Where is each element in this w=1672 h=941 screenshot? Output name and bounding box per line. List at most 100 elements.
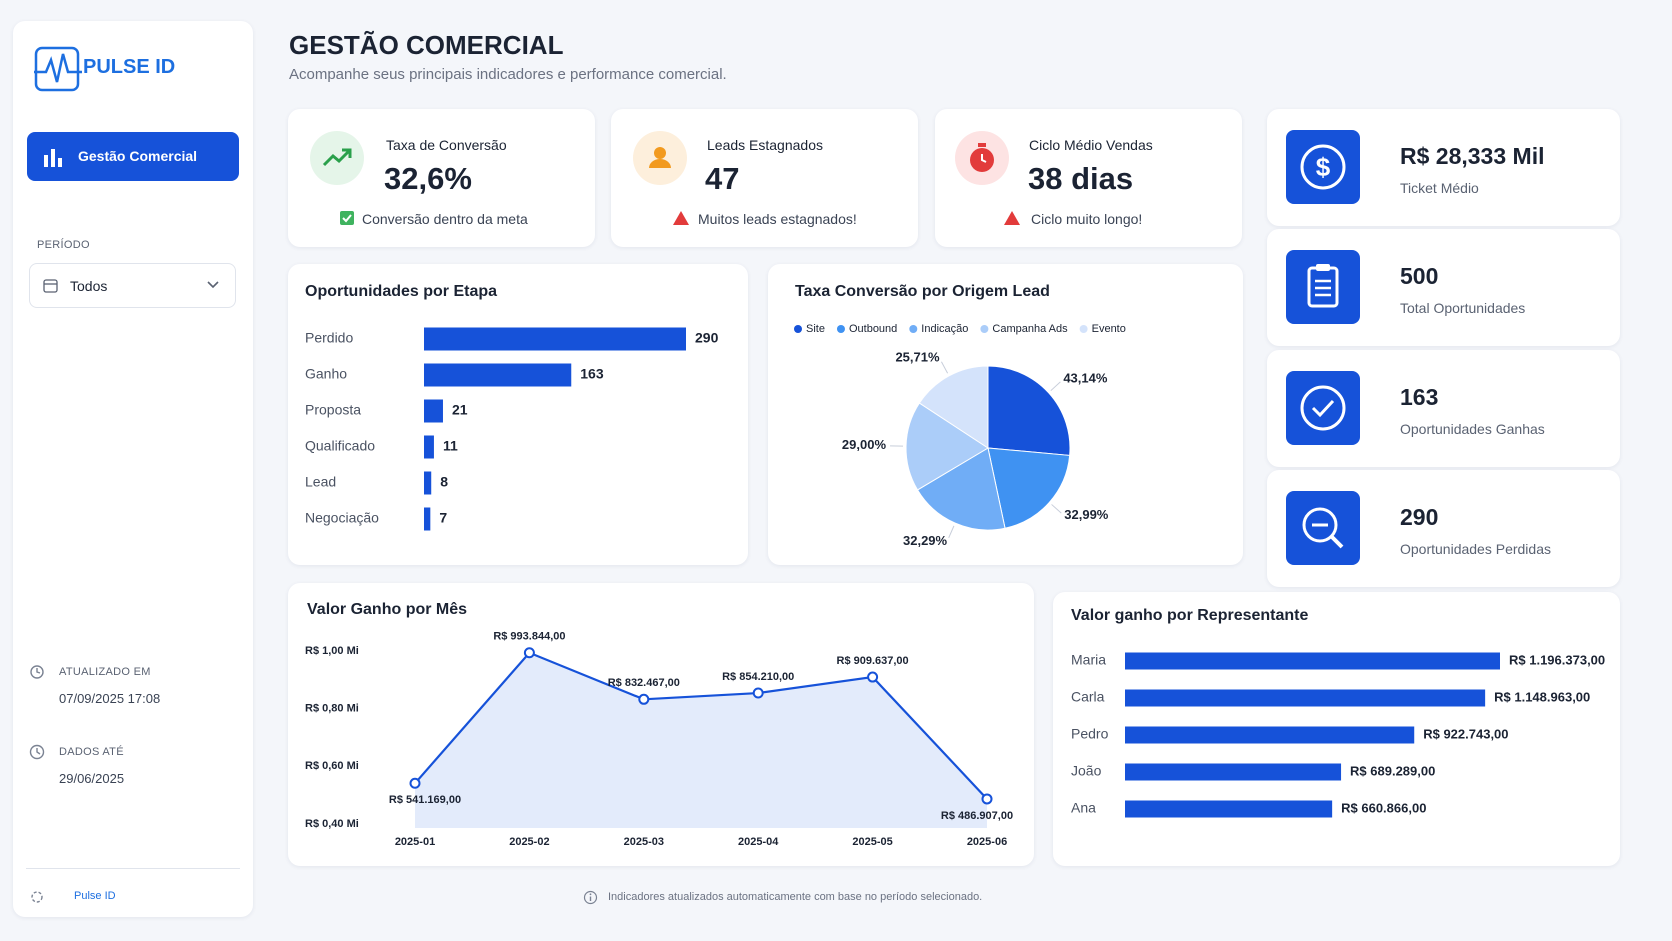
bar [424, 327, 686, 351]
pie-slice [916, 447, 1006, 531]
stat-value: 500 [1400, 263, 1439, 289]
kpi-card: Ciclo Médio Vendas 38 dias Ciclo muito l… [935, 109, 1242, 247]
slice-label: 32,29% [903, 533, 948, 548]
bar [1125, 652, 1500, 670]
nav-icon [44, 149, 62, 167]
category-label: Ganho [305, 366, 347, 382]
value-label: R$ 689.289,00 [1350, 763, 1435, 778]
kpi-label: Taxa de Conversão [386, 137, 507, 153]
bar [1125, 689, 1486, 707]
bar [424, 471, 432, 495]
page-title: GESTÃO COMERCIAL [289, 30, 564, 60]
value-label: 163 [580, 366, 604, 382]
y-tick-label: R$ 1,00 Mi [305, 645, 359, 657]
stat-value: 290 [1400, 504, 1439, 530]
category-label: Qualificado [305, 438, 375, 454]
chart-title: Valor ganho por Representante [1071, 607, 1308, 624]
updated-value: 07/09/2025 17:08 [59, 691, 161, 706]
bar [424, 363, 572, 387]
kpi-card: Taxa de Conversão 32,6% Conversão dentro… [288, 109, 595, 247]
kpi-value: 32,6% [384, 161, 472, 196]
y-tick-label: R$ 0,40 Mi [305, 818, 359, 830]
chart-card: Valor Ganho por Mês R$ 0,40 Mi R$ 0,60 Mi R… [288, 583, 1034, 866]
chevron [207, 281, 219, 289]
data-until-value: 29/06/2025 [59, 771, 125, 786]
divider [26, 868, 240, 869]
x-tick-label: 2025-06 [967, 836, 1007, 848]
legend-label: Site [806, 323, 825, 335]
kpi-icon [633, 131, 687, 185]
stat-label: Oportunidades Ganhas [1400, 421, 1545, 437]
period-label: PERÍODO [37, 239, 90, 251]
category-label: Proposta [305, 402, 361, 418]
bar [1125, 800, 1333, 818]
y-tick-label: R$ 0,80 Mi [305, 703, 359, 715]
pie-slice [918, 365, 989, 449]
period-select[interactable]: Todos [29, 263, 236, 308]
value-label: R$ 486.907,00 [941, 810, 1013, 822]
updated-label: ATUALIZADO EM [59, 666, 151, 678]
kpi-value: 38 dias [1028, 161, 1134, 196]
chart-card: Valor ganho por Representante Maria R$ 1.1… [1053, 592, 1620, 866]
stat-card: 290 Oportunidades Perdidas [1267, 470, 1620, 587]
chart: Taxa Conversão por Origem Lead Site Outbou… [794, 283, 1126, 548]
category-label: Lead [305, 474, 336, 490]
legend-label: Indicação [921, 323, 968, 335]
category-label: Carla [1071, 689, 1105, 705]
bar [424, 399, 443, 423]
x-tick-label: 2025-02 [509, 836, 549, 848]
point [981, 793, 993, 805]
stat-label: Oportunidades Perdidas [1400, 541, 1551, 557]
point [867, 671, 879, 683]
chart-title: Valor Ganho por Mês [307, 601, 467, 618]
legend-swatch [794, 325, 802, 333]
value-label: R$ 832.467,00 [608, 677, 680, 689]
point [638, 693, 650, 705]
category-label: Negociação [305, 510, 379, 526]
category-label: Ana [1071, 800, 1096, 816]
chart: Oportunidades por Etapa Perdido 290 Ganho 16… [305, 283, 719, 531]
value-label: R$ 993.844,00 [493, 631, 565, 643]
stat-value: R$ 28,333 Mil [1400, 143, 1545, 169]
nav-item[interactable]: Gestão Comercial [27, 132, 239, 181]
refresh-icon [30, 665, 44, 679]
legend-swatch [1079, 325, 1088, 333]
leader-line [948, 525, 955, 538]
value-label: 7 [439, 510, 447, 526]
page-subtitle: Acompanhe seus principais indicadores e … [289, 66, 727, 83]
kpi-note: Ciclo muito longo! [1031, 211, 1143, 227]
stat-card: 500 Total Oportunidades [1267, 229, 1620, 346]
legend-swatch [836, 325, 845, 333]
legend-label: Campanha Ads [992, 323, 1068, 335]
x-tick-label: 2025-05 [852, 836, 892, 848]
pie-slice [987, 447, 1071, 529]
value-label: R$ 909.637,00 [837, 655, 909, 667]
value-label: R$ 1.148.963,00 [1494, 689, 1590, 704]
chart: Valor ganho por Representante Maria R$ 1.1… [1071, 607, 1605, 818]
stat-label: Ticket Médio [1400, 180, 1479, 196]
bar [1125, 726, 1415, 744]
value-label: 290 [695, 330, 719, 346]
warning-icon [673, 211, 689, 225]
svg-text:$: $ [1316, 152, 1331, 182]
kpi-card: Leads Estagnados 47 Muitos leads estagna… [611, 109, 918, 247]
bar [424, 435, 434, 459]
warning-icon [1004, 211, 1020, 225]
category-label: Perdido [305, 330, 353, 346]
info-icon [583, 890, 598, 905]
value-label: 8 [440, 474, 448, 490]
point [409, 777, 421, 789]
pie-slice [987, 365, 1071, 456]
clock-icon [29, 744, 45, 760]
kpi-label: Leads Estagnados [707, 137, 823, 153]
value-label: 21 [452, 402, 468, 418]
kpi-note: Conversão dentro da meta [362, 211, 528, 227]
kpi-value: 47 [705, 161, 740, 196]
chart-title: Oportunidades por Etapa [305, 283, 497, 300]
brand: PULSE ID [83, 56, 176, 78]
slice-label: 43,14% [1063, 371, 1108, 386]
slice-label: 29,00% [842, 437, 887, 452]
nav-label: Gestão Comercial [78, 148, 198, 164]
value-label: R$ 1.196.373,00 [1509, 652, 1605, 667]
